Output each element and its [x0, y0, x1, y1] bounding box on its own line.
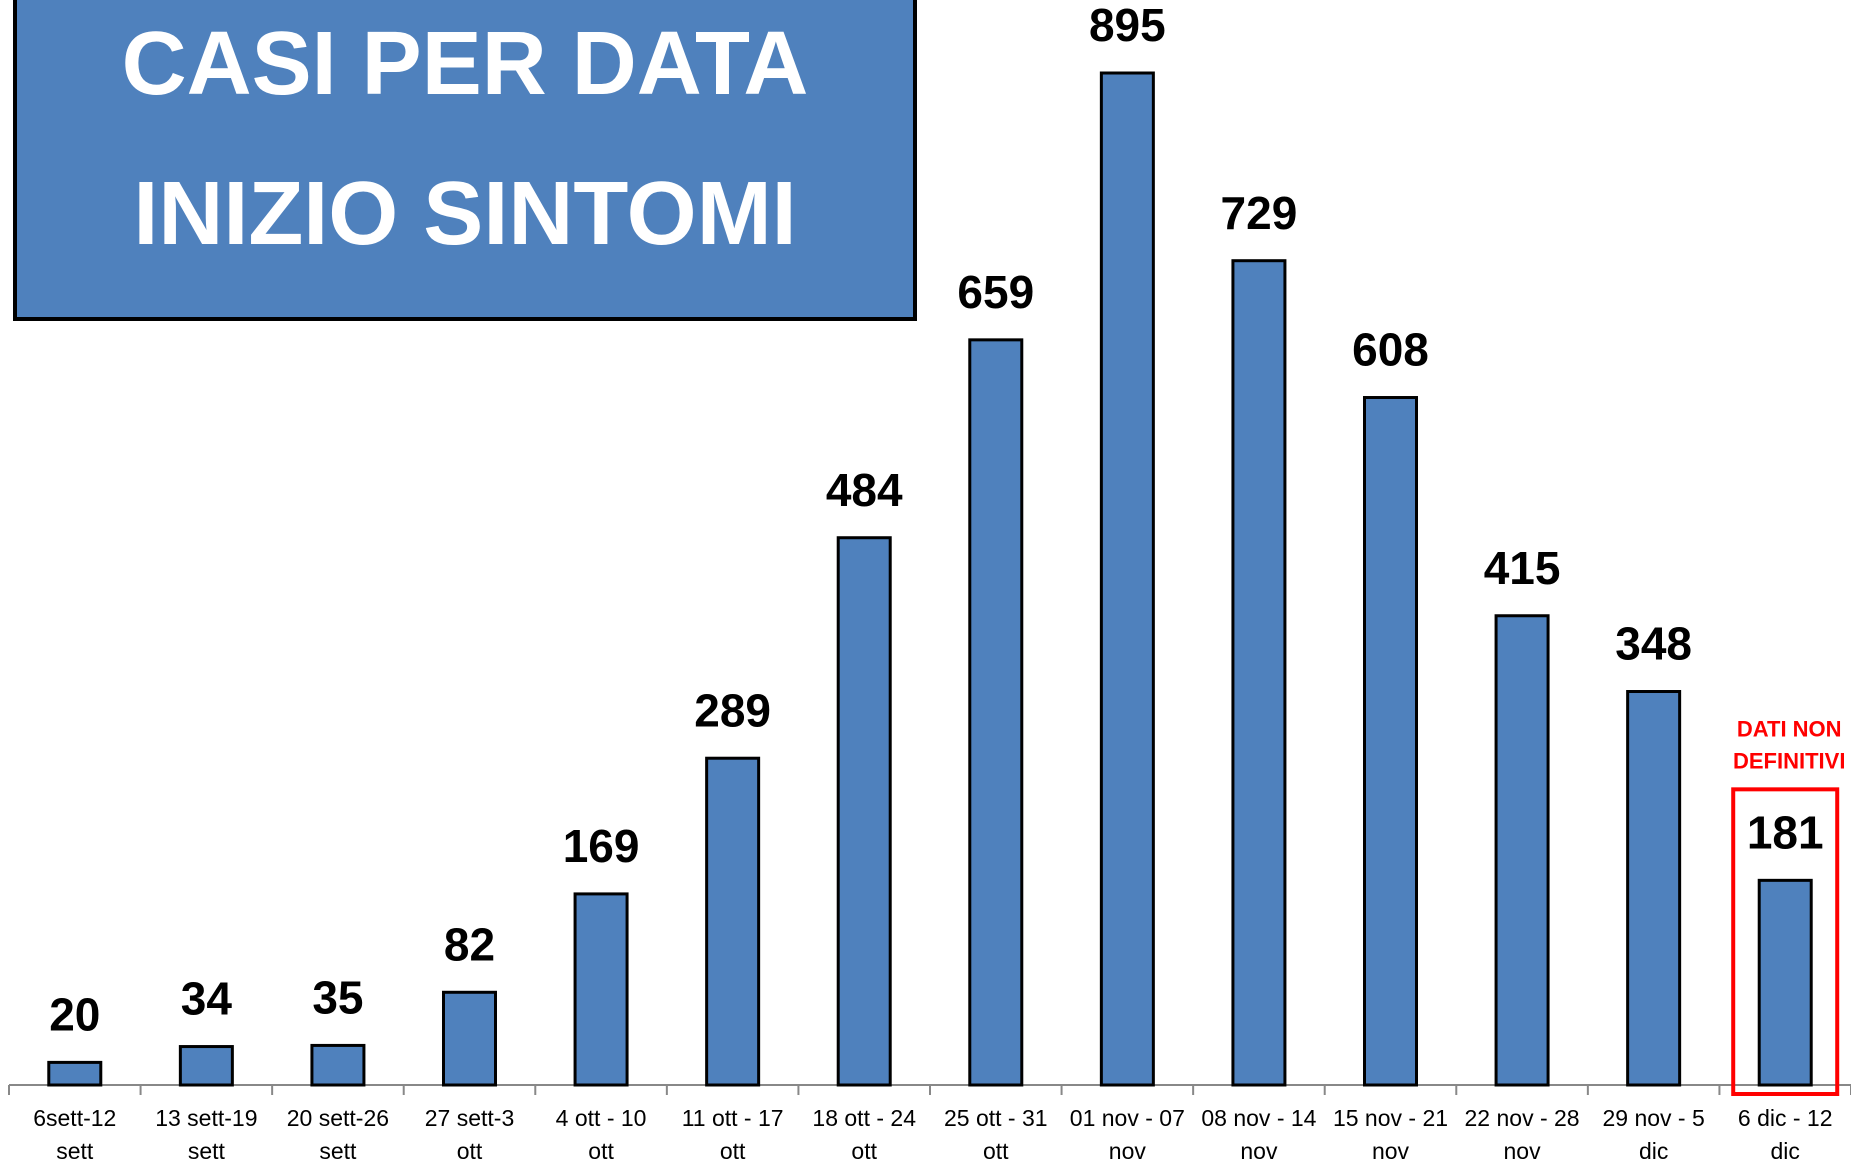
x-tick-label: 13 sett-19 sett	[155, 1105, 257, 1164]
x-tick-label: 27 sett-3 ott	[425, 1105, 515, 1164]
x-tick-label: 01 nov - 07 nov	[1070, 1105, 1185, 1164]
x-tick-label: 6 dic - 12 dic	[1738, 1105, 1833, 1164]
bar	[836, 536, 892, 1087]
x-tick-label: 08 nov - 14 nov	[1201, 1105, 1316, 1164]
bar	[1099, 71, 1155, 1087]
bar	[1231, 259, 1287, 1087]
value-label: 289	[694, 684, 771, 736]
x-tick-label: 11 ott - 17 ott	[682, 1105, 784, 1164]
title-box	[13, 0, 917, 321]
bar	[968, 338, 1024, 1087]
bar	[1757, 878, 1813, 1087]
value-label: 169	[563, 820, 640, 872]
value-label: 181	[1747, 806, 1824, 858]
value-label: 415	[1484, 542, 1561, 594]
chart-title: CASI PER DATA INIZIO SINTOMI	[122, 14, 809, 264]
bar	[1363, 396, 1418, 1087]
x-tick-label: 20 sett-26 sett	[287, 1105, 389, 1164]
value-label: 729	[1221, 187, 1298, 239]
value-label: 348	[1615, 618, 1692, 670]
value-label: 484	[826, 464, 903, 516]
bar	[178, 1045, 234, 1087]
bar	[47, 1060, 103, 1087]
bar	[705, 756, 761, 1087]
value-label: 895	[1089, 0, 1166, 51]
x-tick-label: 29 nov - 5 dic	[1602, 1105, 1704, 1164]
highlight-box	[1731, 787, 1840, 1096]
x-tick-label: 15 nov - 21 nov	[1333, 1105, 1448, 1164]
value-label: 34	[181, 973, 233, 1025]
value-label: 659	[957, 266, 1034, 318]
x-tick-label: 22 nov - 28 nov	[1465, 1105, 1580, 1164]
value-label: 608	[1352, 324, 1429, 376]
x-tick-label: 18 ott - 24 ott	[812, 1105, 916, 1164]
x-tick-label: 25 ott - 31 ott	[944, 1105, 1048, 1164]
value-label: 20	[49, 989, 100, 1041]
bar	[310, 1043, 366, 1087]
value-label: 82	[444, 918, 495, 970]
bar	[573, 892, 629, 1087]
bar	[1626, 690, 1682, 1087]
value-label: 35	[312, 972, 363, 1024]
bar	[442, 990, 497, 1087]
annotation: DATI NON DEFINITIVI	[1733, 716, 1845, 773]
x-tick-label: 6sett-12 sett	[33, 1105, 116, 1164]
bar	[1494, 614, 1550, 1087]
x-tick-label: 4 ott - 10 ott	[556, 1105, 647, 1164]
